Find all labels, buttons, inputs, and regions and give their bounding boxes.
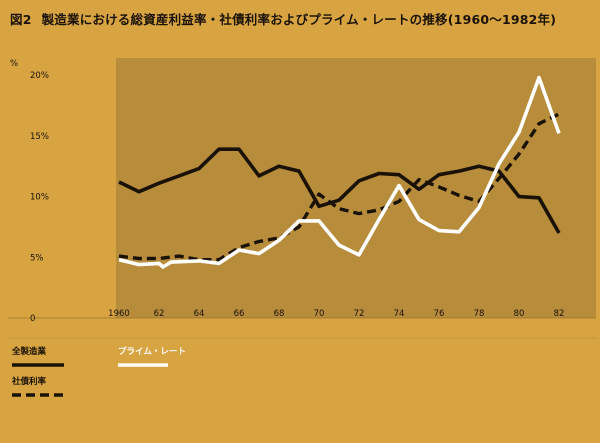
x-tick-label: 72 (354, 309, 365, 319)
y-axis-unit-label: % (10, 59, 18, 69)
chart-title: 図2 製造業における総資産利益率・社債利率およびプライム・レートの推移(1960〜… (10, 9, 556, 28)
x-axis-ticks: 1960 62 64 66 68 70 72 74 76 78 80 82 (108, 309, 564, 319)
y-axis-ticks: 0 5% 10% 15% 20% (30, 71, 49, 324)
x-tick-label: 82 (554, 309, 565, 319)
figure-number: 図2 (10, 12, 32, 27)
plot-area (116, 58, 596, 318)
legend-label: 全製造業 (11, 346, 47, 357)
x-tick-label: 76 (434, 309, 445, 319)
y-tick-label: 20% (30, 71, 49, 81)
series-line-solid-white (118, 75, 561, 269)
title-text: 製造業における総資産利益率・社債利率およびプライム・レートの推移(1960〜19… (41, 12, 557, 27)
series-line-solid-dark (118, 147, 561, 234)
legend-label: プライム・レート (118, 346, 186, 357)
x-tick-label: 64 (194, 309, 205, 319)
x-tick-label: 1960 (108, 309, 130, 319)
x-tick-label: 62 (154, 309, 165, 319)
gridlines (8, 317, 596, 339)
x-tick-label: 78 (474, 309, 485, 319)
x-tick-label: 66 (234, 309, 245, 319)
x-tick-label: 74 (394, 309, 405, 319)
x-tick-label: 70 (314, 309, 325, 319)
x-tick-label: 80 (514, 309, 525, 319)
series-lines (118, 75, 561, 269)
y-tick-label: 5% (30, 253, 44, 263)
y-tick-label: 0 (30, 314, 35, 324)
y-tick-label: 15% (30, 132, 49, 142)
y-tick-label: 10% (30, 193, 49, 203)
x-tick-label: 68 (274, 309, 285, 319)
legend-label: 社債利率 (11, 376, 47, 387)
series-line-dashed-dark (118, 112, 560, 262)
